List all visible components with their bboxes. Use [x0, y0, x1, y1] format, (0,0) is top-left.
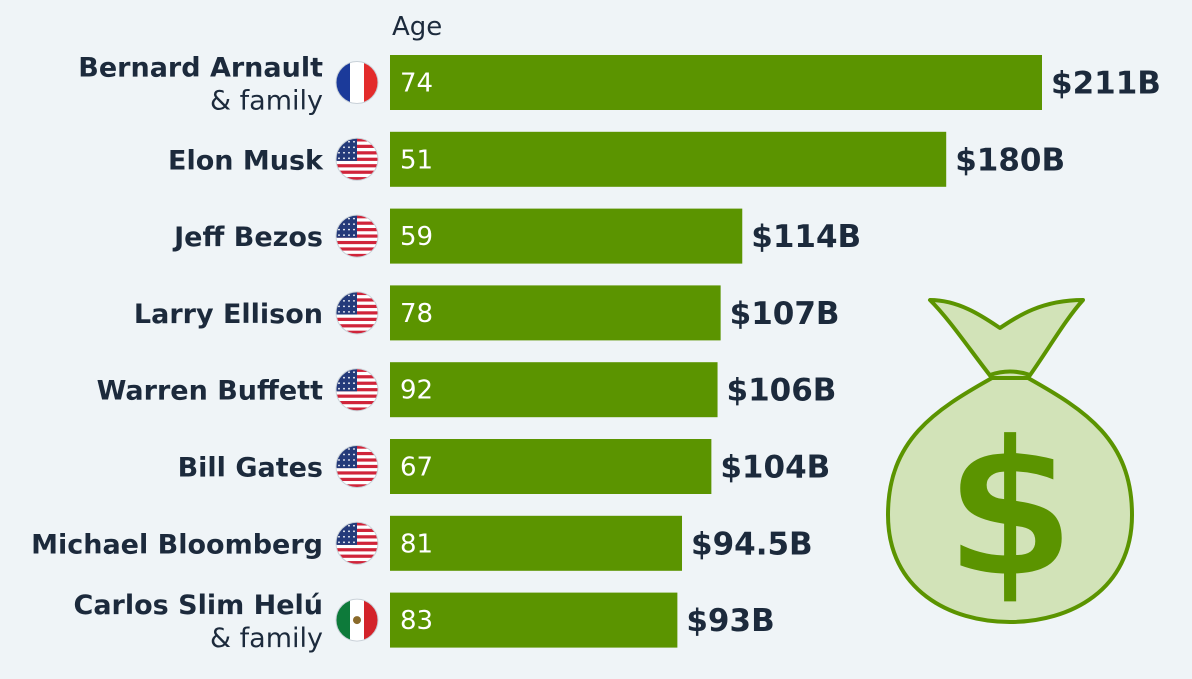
- value-label: $94.5B: [691, 526, 813, 562]
- mexico-flag-icon: [335, 598, 379, 642]
- value-label: $106B: [727, 373, 837, 409]
- category-label: Michael Bloomberg: [31, 529, 323, 560]
- category-label: Warren Buffett: [97, 376, 323, 407]
- bar: [390, 285, 721, 341]
- bar-row: 78 $107B Larry Ellison: [134, 285, 840, 341]
- age-label: 92: [400, 376, 433, 406]
- bar: [390, 55, 1042, 110]
- svg-text:$: $: [944, 399, 1076, 620]
- age-label: 78: [400, 299, 433, 329]
- category-label: Jeff Bezos: [172, 222, 323, 253]
- usa-flag-icon: [335, 291, 379, 335]
- value-label: $180B: [955, 142, 1065, 178]
- bar-row: 67 $104B Bill Gates: [178, 439, 830, 494]
- category-sublabel: & family: [210, 86, 323, 117]
- usa-flag-icon: [335, 368, 379, 412]
- age-label: 81: [400, 529, 433, 559]
- age-label: 67: [400, 453, 433, 483]
- usa-flag-icon: [335, 445, 379, 488]
- bar-row: 59 $114B Jeff Bezos: [172, 208, 861, 264]
- bar-row: 83 $93B Carlos Slim Helú& family: [74, 590, 775, 654]
- category-label: Elon Musk: [168, 145, 324, 176]
- bar-row: 74 $211B Bernard Arnault& family: [78, 53, 1161, 117]
- category-label: Larry Ellison: [134, 299, 323, 330]
- bar: [390, 208, 743, 264]
- bar: [390, 592, 678, 648]
- bar: [390, 515, 683, 571]
- age-label: 74: [400, 69, 433, 99]
- age-label: 51: [400, 145, 433, 175]
- value-label: $93B: [686, 603, 774, 639]
- france-flag-icon: [335, 61, 379, 104]
- bar: [390, 131, 947, 187]
- age-label: 83: [400, 606, 433, 636]
- category-label: Bernard Arnault: [78, 53, 323, 84]
- value-label: $114B: [751, 219, 861, 255]
- value-label: $104B: [720, 450, 830, 486]
- category-label: Bill Gates: [178, 453, 323, 484]
- category-sublabel: & family: [210, 623, 323, 654]
- category-label: Carlos Slim Helú: [74, 590, 324, 621]
- bar-row: 92 $106B Warren Buffett: [97, 362, 837, 418]
- age-column-header: Age: [392, 12, 442, 42]
- usa-flag-icon: [335, 214, 379, 258]
- value-label: $211B: [1051, 66, 1161, 102]
- value-label: $107B: [730, 296, 840, 332]
- usa-flag-icon: [335, 137, 379, 181]
- bar-row: 81 $94.5B Michael Bloomberg: [31, 515, 813, 571]
- bar: [390, 439, 712, 494]
- bar-row: 51 $180B Elon Musk: [168, 131, 1065, 187]
- money-bag-icon: $: [886, 298, 1134, 624]
- usa-flag-icon: [335, 521, 379, 565]
- age-label: 59: [400, 222, 433, 252]
- bar: [390, 362, 718, 418]
